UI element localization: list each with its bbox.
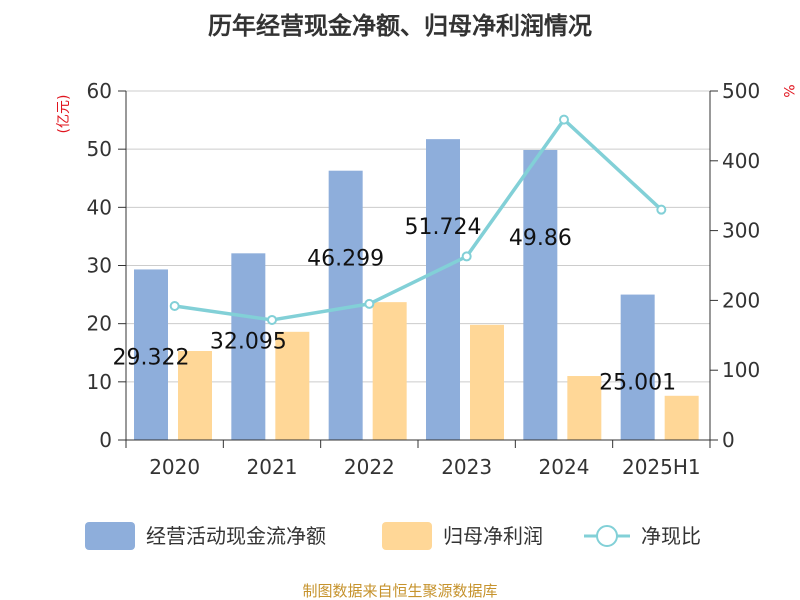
axes: 0 10 20 30 40 50 60 0 100 200 300 400 500 2020 2021 202… (87, 79, 761, 479)
source-note: 制图数据来自恒生聚源数据库 (302, 582, 497, 600)
bar-series-2 (178, 351, 212, 440)
data-label: 29.322 (113, 345, 190, 370)
line-point (169, 300, 180, 311)
legend-label-series-1: 经营活动现金流净额 (146, 524, 326, 548)
data-label: 49.86 (509, 226, 572, 251)
line-point (461, 251, 472, 262)
y-right-tick-label: 0 (722, 428, 735, 452)
line-point (364, 298, 375, 309)
line-point (559, 114, 569, 125)
data-label: 32.095 (210, 329, 287, 354)
line-series-3 (174, 117, 663, 322)
x-tick-label: 2020 (149, 455, 200, 479)
right-axis-unit: % (780, 84, 796, 97)
line-point (656, 204, 667, 215)
bar-series-2 (275, 331, 310, 440)
line-point (267, 314, 277, 325)
y-left-tick-label: 0 (99, 428, 112, 452)
legend-marker-series-3 (596, 525, 618, 547)
legend: 经营活动现金流净额 归母净利润 净现比 (85, 522, 701, 550)
chart-title: 历年经营现金净额、归母净利润情况 (208, 12, 592, 40)
x-tick-label: 2021 (247, 455, 298, 479)
x-tick-label: 2025H1 (622, 455, 701, 479)
bar-series-2 (372, 302, 407, 440)
x-tick-label: 2022 (344, 455, 395, 479)
legend-label-series-2: 归母净利润 (443, 524, 543, 548)
bar-series-1 (231, 253, 266, 440)
grid-lines (126, 90, 710, 383)
bar-series-1 (620, 294, 655, 440)
y-left-tick-label: 60 (87, 79, 112, 103)
line-series (169, 114, 667, 325)
legend-label-series-3: 净现比 (641, 524, 701, 548)
bar-series-1 (426, 139, 460, 440)
y-left-tick-label: 10 (87, 370, 112, 394)
bar-series-2 (567, 376, 602, 440)
y-right-tick-label: 500 (722, 79, 760, 103)
y-right-tick-label: 400 (722, 149, 760, 173)
y-right-tick-label: 200 (722, 288, 760, 312)
bar-series-2 (470, 324, 504, 440)
bar-series (134, 139, 699, 440)
y-left-tick-label: 30 (87, 254, 112, 278)
x-tick-label: 2023 (441, 455, 492, 479)
y-left-tick-label: 20 (87, 312, 112, 336)
legend-swatch-series-1 (85, 522, 135, 550)
data-label: 51.724 (405, 215, 482, 240)
data-labels: 29.322 32.095 46.299 51.724 49.86 25.001 (113, 215, 677, 395)
data-label: 46.299 (307, 247, 384, 272)
bar-series-2 (664, 395, 699, 440)
bar-series-1 (523, 149, 558, 440)
y-right-tick-label: 100 (722, 358, 760, 382)
x-tick-label: 2024 (539, 455, 590, 479)
data-label: 25.001 (599, 371, 676, 396)
y-right-tick-label: 300 (722, 219, 760, 243)
bar-series-1 (134, 269, 168, 440)
legend-swatch-series-2 (382, 522, 432, 550)
y-left-tick-label: 40 (87, 195, 112, 219)
left-axis-unit: (亿元) (56, 95, 72, 134)
y-left-tick-label: 50 (87, 137, 112, 161)
